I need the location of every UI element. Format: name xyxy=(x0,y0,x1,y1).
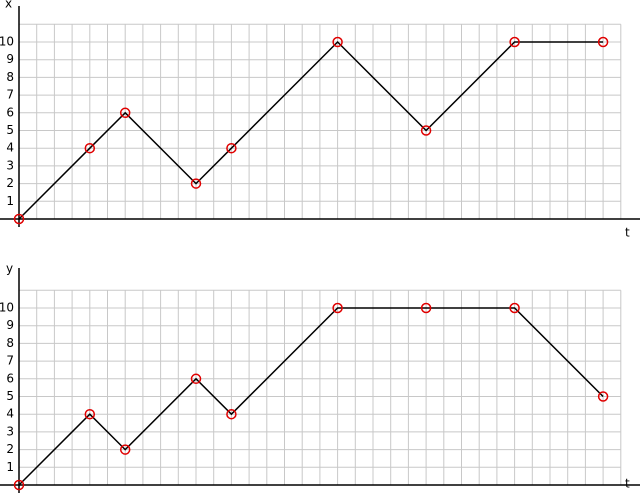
y-tick-label: 10 xyxy=(0,301,14,315)
point-marker xyxy=(226,142,237,154)
point-marker xyxy=(190,178,202,189)
y-tick-label: 1 xyxy=(6,460,14,474)
y-tick-label: 4 xyxy=(6,141,14,155)
point-marker xyxy=(509,36,520,48)
y-tick-label: 5 xyxy=(6,123,14,137)
y-tick-label: 8 xyxy=(6,336,14,350)
point-marker xyxy=(119,107,131,119)
point-marker xyxy=(420,125,432,136)
y-tick-label: 6 xyxy=(6,371,14,385)
y-tick-label: 3 xyxy=(6,158,14,172)
y-tick-label: 9 xyxy=(6,52,14,66)
point-marker xyxy=(119,444,131,455)
point-marker xyxy=(509,302,520,314)
line xyxy=(18,40,604,220)
point-marker xyxy=(226,408,237,420)
point-marker xyxy=(597,36,609,48)
y-tick-label: 3 xyxy=(6,424,14,438)
point-marker xyxy=(13,213,25,225)
y-tick-label: 8 xyxy=(6,70,14,84)
y-tick-label: 1 xyxy=(6,194,14,208)
y-tick-label: 2 xyxy=(6,176,14,190)
point-marker xyxy=(84,408,96,420)
y-tick-label: 7 xyxy=(6,88,14,102)
y-tick-label: 5 xyxy=(6,389,14,403)
point-marker xyxy=(332,302,343,314)
y-tick-label: 7 xyxy=(6,354,14,368)
line xyxy=(18,307,604,486)
x-axis-label: t xyxy=(625,477,630,491)
point-marker xyxy=(420,302,432,314)
point-marker xyxy=(597,391,609,402)
y-tick-label: 2 xyxy=(6,442,14,456)
y-tick-label: 6 xyxy=(6,105,14,119)
point-marker xyxy=(190,373,202,385)
point-marker xyxy=(13,479,25,491)
y-tick-label: 10 xyxy=(0,35,14,49)
y-axis-label: x xyxy=(5,0,12,11)
point-marker xyxy=(332,36,343,48)
y-tick-label: 4 xyxy=(6,407,14,421)
x-axis-label: t xyxy=(625,226,630,240)
y-axis-label: y xyxy=(6,262,13,276)
point-marker xyxy=(84,142,96,154)
y-tick-label: 9 xyxy=(6,318,14,332)
